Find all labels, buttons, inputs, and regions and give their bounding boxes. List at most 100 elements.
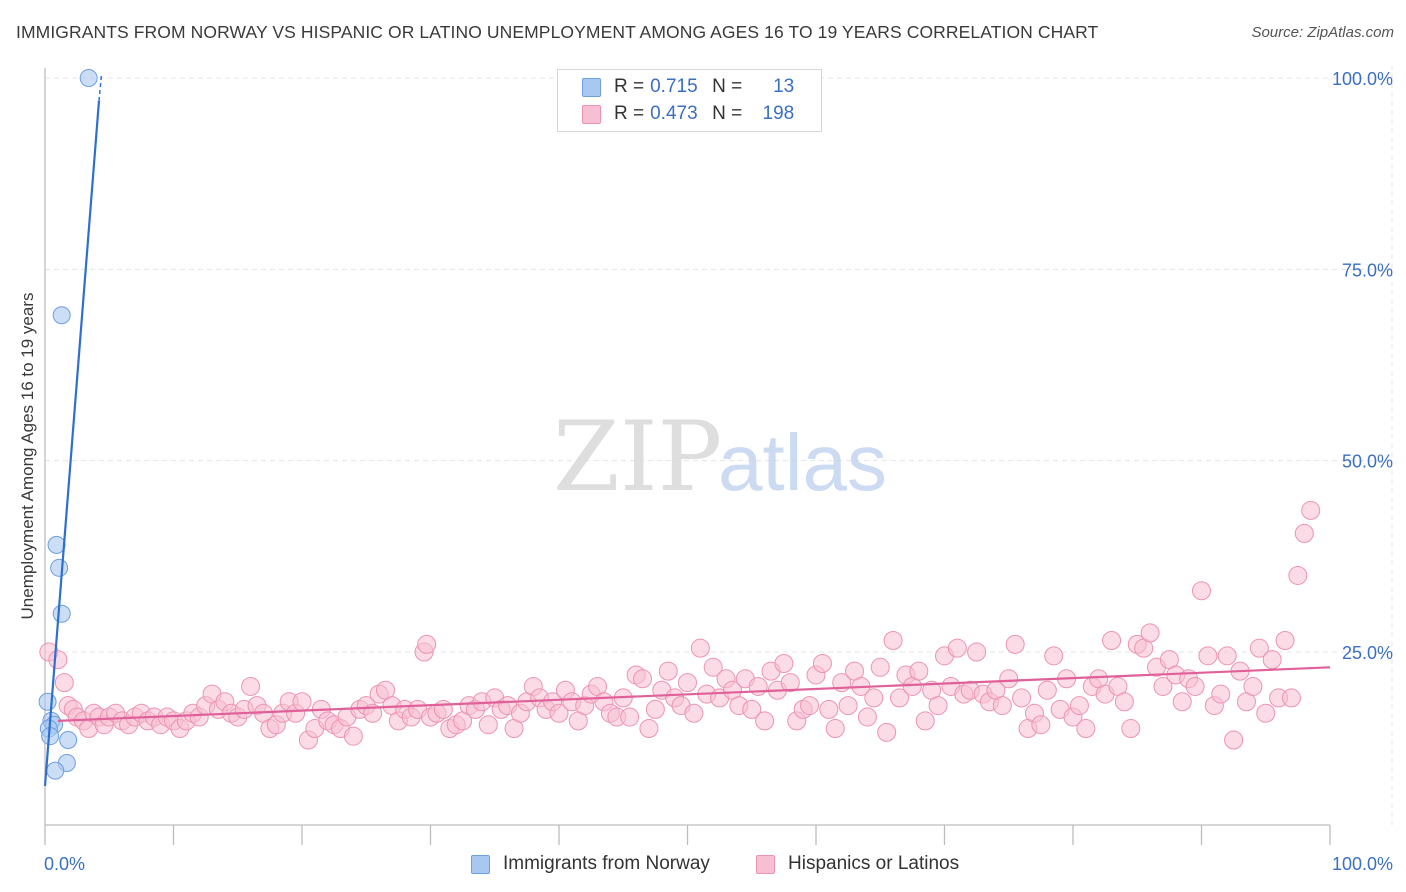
hispanic-point (1262, 650, 1282, 670)
r-label: R = (614, 103, 645, 124)
hispanic-point (292, 692, 312, 712)
hispanic-point (1114, 692, 1134, 712)
hispanic-n-value: 198 (762, 103, 795, 124)
hispanic-point (1288, 565, 1308, 585)
norway-n-value: 13 (773, 76, 795, 97)
hispanic-point (1243, 676, 1263, 696)
hispanic-point (1249, 638, 1269, 658)
hispanic-point (812, 653, 832, 673)
watermark-atlas: atlas (718, 418, 887, 507)
norway-point (46, 761, 65, 780)
watermark-zip: ZIP (553, 401, 722, 513)
hispanic-point (1281, 688, 1301, 708)
hispanic-point (1031, 715, 1051, 735)
hispanic-point (433, 699, 453, 719)
hispanic-swatch (582, 104, 601, 124)
hispanic-point (620, 707, 640, 727)
hispanic-point (54, 673, 74, 693)
norway-point (38, 692, 57, 711)
hispanic-point (1198, 646, 1218, 666)
hispanic-point (1224, 730, 1244, 750)
y-axis-title: Unemployment Among Ages 16 to 19 years (18, 292, 37, 620)
n-label: N = (712, 76, 743, 97)
hispanic-point (1069, 696, 1089, 716)
hispanic-point (742, 699, 762, 719)
chart-title: IMMIGRANTS FROM NORWAY VS HISPANIC OR LA… (16, 22, 1099, 42)
hispanic-point (1037, 680, 1057, 700)
hispanic-point (864, 688, 884, 708)
trend-lines-layer (43, 74, 1331, 787)
hispanic-point (1044, 646, 1064, 666)
norway-swatch (582, 77, 601, 97)
source-label: Source: ZipAtlas.com (1251, 24, 1394, 41)
hispanic-legend-label: Hispanics or Latinos (788, 853, 960, 874)
norway-point (52, 306, 71, 325)
hispanic-point (1301, 500, 1321, 520)
norway-point (79, 69, 98, 87)
hispanic-point (633, 669, 653, 689)
hispanic-point (780, 673, 800, 693)
hispanic-point (549, 703, 569, 723)
hispanic-point (1185, 676, 1205, 696)
hispanic-point (825, 719, 845, 739)
hispanic-point (915, 711, 935, 731)
hispanic-point (1005, 634, 1025, 654)
hispanic-point (1256, 703, 1276, 723)
norway-legend-swatch (471, 854, 490, 874)
norway-point (52, 604, 71, 623)
bottom-legend-hispanic: Hispanics or Latinos (756, 852, 959, 876)
r-label: R = (614, 76, 645, 97)
hispanic-point (1012, 688, 1032, 708)
correlation-legend: R = 0.715 N = 13 R = 0.473 N = 198 (557, 69, 822, 132)
hispanic-point (883, 631, 903, 651)
y-tick-label: 100.0% (1332, 69, 1393, 89)
x-tick-label-min: 0.0% (44, 854, 85, 874)
y-tick-label: 75.0% (1342, 260, 1393, 280)
hispanic-point (999, 669, 1019, 689)
hispanic-point (1172, 692, 1192, 712)
hispanic-point (947, 638, 967, 658)
norway-point (59, 731, 78, 750)
hispanic-points-layer (39, 500, 1321, 750)
hispanic-point (690, 638, 710, 658)
hispanic-point (800, 696, 820, 716)
hispanic-point (417, 634, 437, 654)
hispanic-legend-swatch (756, 854, 775, 874)
hispanic-point (645, 699, 665, 719)
hispanic-point (678, 673, 697, 693)
hispanic-point (928, 696, 948, 716)
hispanic-point (1192, 581, 1211, 601)
hispanic-trend-line (57, 666, 1331, 722)
n-label: N = (712, 103, 743, 124)
hispanic-point (639, 719, 659, 739)
hispanic-point (343, 726, 363, 746)
hispanic-point (1217, 646, 1237, 666)
hispanic-point (658, 661, 678, 681)
hispanic-point (703, 657, 723, 677)
norway-trend-extension (98, 74, 103, 102)
hispanic-point (1153, 676, 1173, 696)
y-tick-label: 25.0% (1342, 643, 1393, 663)
bottom-legend-norway: Immigrants from Norway (471, 852, 710, 876)
hispanic-point (1140, 623, 1160, 643)
tick-labels-layer: 25.0% 50.0% 75.0% 100.0% 0.0% 100.0% (44, 69, 1393, 874)
hispanic-point (1121, 719, 1141, 739)
hispanic-point (967, 642, 987, 662)
legend-row-hispanic: R = 0.473 N = 198 (582, 103, 794, 125)
hispanic-point (857, 707, 877, 727)
hispanic-point (241, 676, 261, 696)
hispanic-point (1211, 684, 1231, 704)
hispanic-point (478, 715, 498, 735)
hispanic-point (774, 653, 794, 673)
legend-row-norway: R = 0.715 N = 13 (582, 76, 794, 98)
x-tick-label-max: 100.0% (1332, 854, 1393, 874)
hispanic-point (819, 699, 839, 719)
hispanic-point (1076, 719, 1096, 739)
hispanic-point (890, 688, 910, 708)
norway-points-layer (38, 69, 98, 780)
hispanic-point (1294, 523, 1314, 543)
hispanic-point (870, 657, 890, 677)
norway-point (50, 558, 69, 577)
